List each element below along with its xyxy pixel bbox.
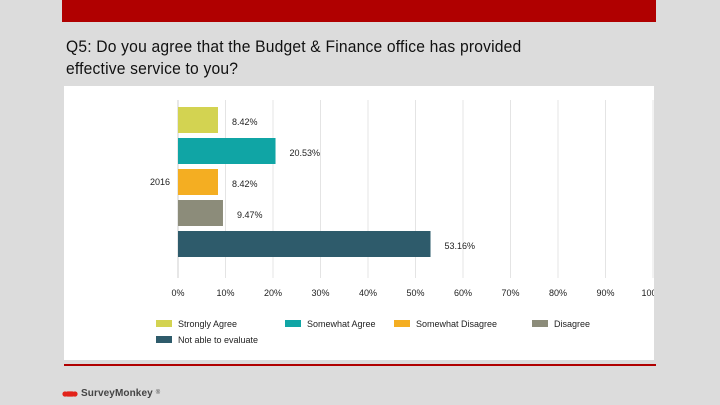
brand-name: SurveyMonkey [81,387,153,399]
bar [178,169,218,195]
legend-swatch [285,320,301,327]
slide-title: Q5: Do you agree that the Budget & Finan… [66,37,522,78]
brand-mark: ® [155,390,161,396]
legend-label: Disagree [554,319,590,329]
x-tick-label: 30% [311,288,329,298]
x-tick-label: 10% [216,288,234,298]
header-bar [62,0,656,22]
bar-data-label: 53.16% [445,241,476,251]
bar-data-label: 20.53% [290,148,321,158]
x-tick-label: 90% [596,288,614,298]
bar-data-label: 9.47% [237,210,263,220]
x-tick-label: 100% [641,288,654,298]
legend-label: Not able to evaluate [178,335,258,345]
surveymonkey-logo-icon [62,391,78,397]
legend-label: Somewhat Disagree [416,319,497,329]
bar [178,107,218,133]
bar-data-label: 8.42% [232,117,258,127]
legend-swatch [394,320,410,327]
y-category-label: 2016 [150,177,170,187]
legend-swatch [156,336,172,343]
x-tick-label: 0% [171,288,184,298]
bar [178,231,431,257]
bar [178,138,276,164]
x-tick-label: 20% [264,288,282,298]
bottom-rule [64,364,656,366]
legend-swatch [156,320,172,327]
legend-label: Strongly Agree [178,319,237,329]
bar-chart: 0% 10% 20% 30% 40% 50% 60% 70% 80% 90% 100% 2016 8.4… [150,100,654,345]
legend-label: Somewhat Agree [307,319,376,329]
x-tick-label: 70% [501,288,519,298]
x-tick-label: 40% [359,288,377,298]
bar-data-label: 8.42% [232,179,258,189]
bar [178,200,223,226]
x-tick-label: 60% [454,288,472,298]
chart-panel: 0% 10% 20% 30% 40% 50% 60% 70% 80% 90% 100% 2016 8.4… [64,86,654,360]
x-tick-label: 50% [406,288,424,298]
x-tick-label: 80% [549,288,567,298]
brand-logo: SurveyMonkey ® [62,386,160,400]
legend-swatch [532,320,548,327]
